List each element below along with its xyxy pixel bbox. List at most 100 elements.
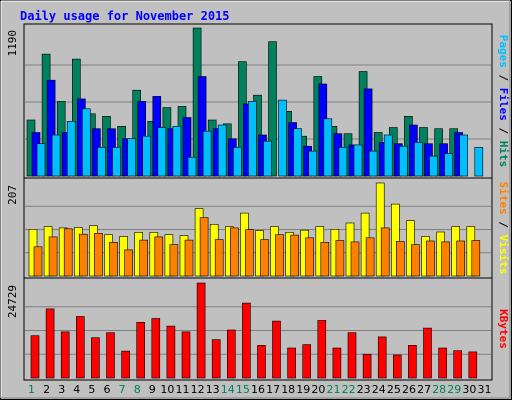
bar-pages-day-11	[187, 157, 197, 177]
x-tick-label: 1	[28, 383, 35, 396]
bar-pages-day-14	[233, 147, 242, 177]
bar-kbytes-day-26	[408, 344, 417, 379]
legend-entry: Visits	[497, 235, 510, 275]
bar-kbytes-day-15	[242, 302, 251, 379]
series-files	[31, 76, 464, 177]
bar-kbytes-day-12	[196, 282, 206, 379]
bar-kbytes-day-7	[121, 350, 130, 379]
bar-sites-day-22	[350, 241, 360, 277]
legend-entry: /	[497, 121, 510, 141]
x-tick-label: 31	[478, 383, 492, 396]
bar-kbytes-day-29	[453, 350, 463, 379]
bar-pages-day-26	[414, 142, 423, 177]
bar-pages-day-6	[112, 147, 121, 177]
bar-pages-day-13	[217, 124, 227, 177]
bar-sites-day-29	[456, 240, 466, 277]
bar-sites-day-18	[290, 234, 299, 277]
bar-pages-day-3	[66, 121, 76, 177]
legend-entry: Pages	[497, 35, 510, 68]
bar-files-day-12	[197, 76, 207, 177]
bar-kbytes-day-11	[181, 331, 191, 379]
bar-pages-day-25	[398, 145, 408, 177]
bar-sites-day-2	[48, 236, 58, 277]
bar-files-day-23	[363, 88, 373, 177]
x-tick-label: 2	[43, 383, 50, 396]
bar-pages-day-4	[82, 108, 91, 177]
bar-pages-day-9	[157, 127, 167, 177]
bar-sites-day-30	[471, 240, 481, 277]
bar-pages-day-24	[383, 134, 393, 177]
bar-pages-day-8	[142, 135, 151, 177]
bar-pages-day-15	[248, 101, 257, 177]
bar-kbytes-day-2	[45, 308, 55, 379]
bar-kbytes-day-9	[151, 318, 161, 379]
bar-sites-day-20	[320, 242, 330, 277]
bar-sites-day-15	[245, 229, 254, 277]
bar-pages-day-21	[338, 147, 348, 177]
bar-sites-day-12	[199, 217, 209, 277]
bar-kbytes-day-1	[30, 335, 40, 379]
x-tick-label: 4	[73, 383, 80, 396]
x-tick-label: 23	[357, 383, 371, 396]
series-kbytes	[30, 282, 478, 379]
bar-sites-day-24	[380, 227, 390, 277]
x-tick-label: 10	[160, 383, 174, 396]
bar-kbytes-day-3	[60, 331, 70, 379]
bar-pages-day-18	[293, 128, 302, 177]
bar-hits-day-17	[268, 41, 277, 177]
x-tick-label: 28	[432, 383, 446, 396]
x-tick-label: 14	[221, 383, 235, 396]
bar-sites-day-21	[335, 240, 345, 277]
bar-sites-day-7	[124, 249, 133, 277]
bar-kbytes-day-30	[468, 351, 478, 379]
bar-sites-day-6	[109, 242, 118, 277]
panel-middle: 207 Sites / Visits	[6, 177, 510, 279]
legend-entry: Sites	[497, 182, 510, 215]
x-tick-label: 16	[251, 383, 265, 396]
bar-sites-day-14	[230, 227, 239, 277]
series-visits	[28, 182, 476, 277]
x-tick-label: 22	[342, 383, 356, 396]
x-axis-day-labels: 1 2 3 4 5 6 7 8 9 10 11 12 13 14 15 16 17 18 19 20 21 22 23 24 2…	[28, 383, 492, 396]
bar-sites-day-27	[426, 240, 435, 277]
legend-entry: /	[497, 68, 510, 88]
bar-sites-day-26	[411, 244, 420, 277]
x-tick-label: 24	[372, 383, 386, 396]
x-tick-label: 19	[296, 383, 310, 396]
bar-sites-day-28	[441, 241, 450, 277]
bar-kbytes-day-22	[347, 332, 357, 379]
bar-kbytes-day-17	[272, 320, 281, 379]
bar-sites-day-25	[395, 241, 405, 277]
x-tick-label: 29	[447, 383, 461, 396]
bar-sites-day-1	[33, 246, 43, 277]
bar-sites-day-19	[305, 237, 315, 277]
chart-panels: 1190 Pages / Files / Hits 207 Sites / Visit…	[6, 23, 510, 381]
chart-title: Daily usage for November 2015	[20, 9, 230, 23]
panel-middle-max-label: 207	[6, 185, 19, 205]
x-tick-label: 26	[402, 383, 416, 396]
bar-pages-day-5	[97, 147, 106, 177]
bar-kbytes-day-24	[377, 336, 387, 379]
series-sites	[33, 217, 481, 277]
bar-sites-day-23	[365, 237, 375, 277]
panel-top-max-label: 1190	[6, 30, 19, 57]
x-tick-label: 7	[119, 383, 126, 396]
bar-sites-day-17	[275, 234, 284, 277]
bar-pages-day-7	[127, 138, 136, 177]
bar-kbytes-day-21	[332, 347, 342, 379]
panel-top: 1190 Pages / Files / Hits	[6, 23, 510, 179]
x-tick-label: 12	[191, 383, 205, 396]
x-tick-label: 8	[134, 383, 141, 396]
bar-kbytes-day-14	[227, 329, 236, 379]
bar-sites-day-9	[154, 236, 164, 277]
bar-pages-day-1	[36, 143, 46, 177]
panel-top-legend: Pages / Files / Hits	[497, 35, 510, 168]
bar-files-day-2	[46, 79, 56, 177]
bar-sites-day-5	[94, 233, 103, 277]
bar-visits-day-25	[390, 203, 400, 277]
panel-bottom-legend: KBytes	[497, 309, 510, 349]
bar-sites-day-16	[260, 239, 269, 277]
legend-entry: Hits	[497, 141, 510, 168]
legend-entry: KBytes	[497, 309, 510, 349]
x-tick-label: 9	[149, 383, 156, 396]
